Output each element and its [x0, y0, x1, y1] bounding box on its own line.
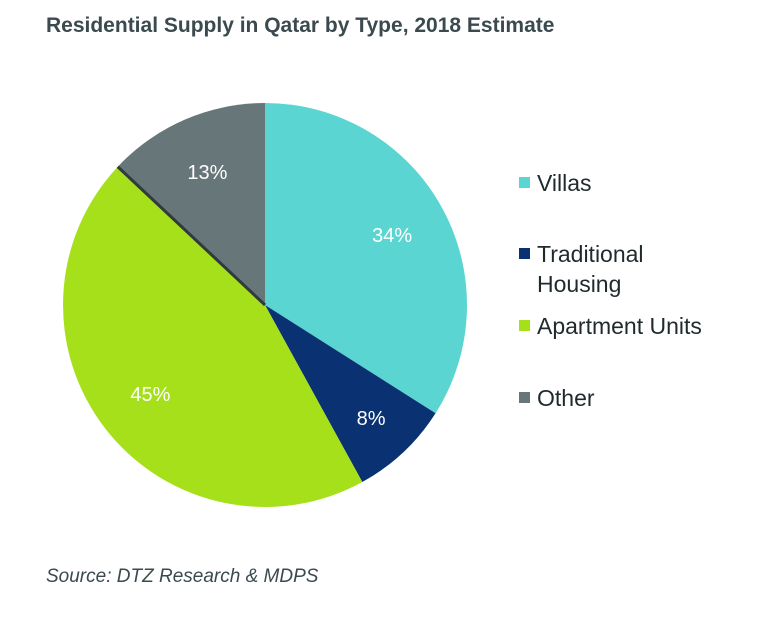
pie-slice-apartment-units — [63, 166, 363, 507]
legend-swatch-apartment-units — [519, 320, 530, 331]
pie-slice-traditional-housing — [265, 305, 436, 483]
slice-divider — [116, 165, 267, 307]
legend-swatch-villas — [519, 177, 530, 188]
legend-swatch-traditional-housing — [519, 248, 530, 259]
slice-label-traditional-housing: 8% — [357, 408, 386, 430]
legend-swatch-other — [519, 392, 530, 403]
legend-item-apartment-units: Apartment Units — [519, 311, 759, 341]
legend-item-villas: Villas — [519, 168, 759, 198]
chart-title: Residential Supply in Qatar by Type, 201… — [46, 14, 555, 37]
pie-slice-other — [117, 103, 265, 305]
slice-label-apartment-units: 45% — [130, 384, 170, 406]
source-note: Source: DTZ Research & MDPS — [46, 566, 319, 587]
legend-label-other: Other — [537, 385, 595, 411]
slice-label-villas: 34% — [372, 225, 412, 247]
legend-item-traditional-housing: Traditional Housing — [519, 239, 759, 299]
legend-label-villas: Villas — [537, 170, 592, 196]
legend-label-traditional-housing: Traditional Housing — [537, 241, 644, 297]
pie-slice-villas — [265, 103, 467, 414]
legend-label-apartment-units: Apartment Units — [537, 313, 702, 339]
slice-label-other: 13% — [187, 162, 227, 184]
legend-item-other: Other — [519, 383, 759, 413]
